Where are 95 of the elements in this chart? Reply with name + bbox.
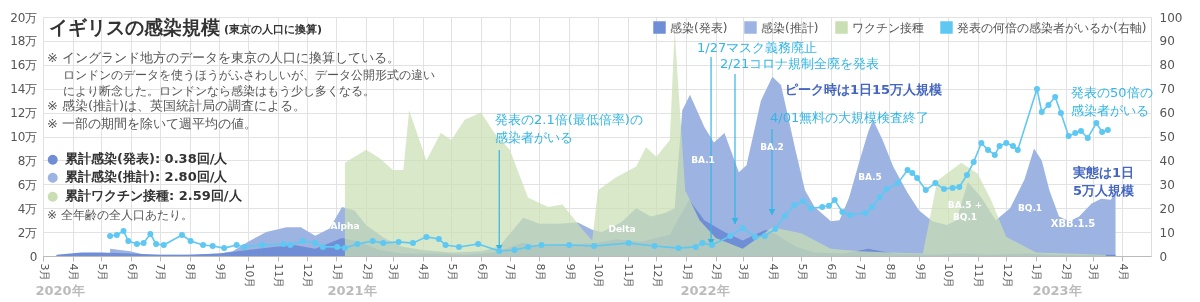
y2-tick-label: 30 [1159, 177, 1175, 192]
annotation: 5万人規模 [1073, 183, 1135, 198]
x-tick-label: 9月 [213, 263, 227, 282]
y-tick-label: 14万 [10, 82, 38, 97]
y2-tick-label: 10 [1159, 225, 1175, 240]
x-tick-label: 6月 [475, 263, 489, 282]
annotation: BQ.1 [952, 212, 978, 222]
annotation: ※ 感染(推計)は、英国統計局の調査による。 [47, 98, 307, 113]
x-tick-label: 5月 [95, 263, 109, 282]
x-tick-label: 9月 [913, 263, 927, 282]
annotation: ピーク時は1日15万人規模 [785, 82, 943, 97]
annotation: ※ 全年齢の全人口あたり。 [47, 208, 193, 222]
y-tick-label: 18万 [10, 34, 38, 49]
y-tick-label: 20万 [10, 10, 38, 25]
y-tick-label: 16万 [10, 58, 38, 73]
annotation: ※ イングランド地方のデータを東京の人口に換算している。 [47, 50, 401, 65]
x-tick-label: 2月 [1060, 263, 1074, 282]
legend-label: 感染(推計) [761, 20, 819, 35]
text: 2023年 [1032, 283, 1082, 298]
x-tick-label: 3月 [1087, 263, 1101, 282]
legend-label: ワクチン接種 [852, 20, 924, 35]
y2-tick-label: 50 [1159, 130, 1175, 144]
x-tick-label: 8月 [883, 263, 897, 282]
x-tick-label: 1月 [330, 263, 344, 282]
annotation: ロンドンのデータを使うほうがふさわしいが、データ公開形式の違い [63, 68, 435, 82]
annotation: 2/21コロナ規制全廃を発表 [720, 56, 880, 71]
x-tick-label: 7月 [854, 263, 868, 282]
y2-tick-label: 20 [1159, 201, 1175, 216]
legend-label: 発表の何倍の感染者がいるか(右軸) [957, 20, 1147, 35]
annotation: ● 累計感染(推計): 2.80回/人 [47, 169, 229, 184]
y2-tick-label: 90 [1159, 34, 1175, 49]
x-tick-label: 2月 [360, 263, 374, 282]
annotation: BA.5 [858, 172, 882, 182]
text: 2021年 [327, 283, 377, 298]
y2-tick-label: 70 [1159, 82, 1175, 97]
annotation: 発表の50倍の [1071, 85, 1153, 100]
x-tick-label: 5月 [445, 263, 459, 282]
annotation: Alpha [330, 221, 360, 231]
annotation: XBB.1.5 [1050, 218, 1096, 229]
x-tick-label: 8月 [184, 263, 198, 282]
x-tick-label: 7月 [504, 263, 518, 282]
x-tick-label: 9月 [563, 263, 577, 282]
annotation: Delta [608, 224, 636, 234]
annotation: ※ 一部の期間を除いて週平均の値。 [47, 116, 258, 131]
y-tick-label: 10万 [10, 130, 38, 144]
text: 2020年 [35, 283, 85, 298]
x-tick-label: 3月 [387, 263, 401, 282]
annotation: ● 累計ワクチン接種: 2.59回/人 [47, 188, 243, 203]
y2-tick-label: 60 [1159, 106, 1175, 121]
chart-title: イギリスの感染規模 [49, 16, 220, 38]
x-tick-label: 3月 [37, 263, 51, 282]
x-tick-label: 1月 [1030, 263, 1044, 282]
annotation: 感染者がいる [1071, 103, 1149, 118]
y-tick-label: 6万 [17, 177, 38, 192]
annotation: 発表の2.1倍(最低倍率)の [495, 112, 643, 127]
x-tick-label: 4月 [67, 263, 81, 282]
x-tick-label: 6月 [125, 263, 139, 282]
x-tick-label: 6月 [825, 263, 839, 282]
y2-tick-label: 40 [1159, 153, 1175, 168]
text: (東京の人口に換算) [224, 23, 323, 36]
x-tick-label: 3月 [737, 263, 751, 282]
annotation: により断念した。ロンドンなら感染はもう少し多くなる。 [63, 84, 375, 98]
y2-tick-label: 100 [1159, 10, 1183, 25]
y-tick-label: 0 [29, 249, 38, 264]
x-tick-label: 11月 [622, 263, 636, 289]
y-tick-label: 4万 [17, 201, 38, 216]
y-tick-label: 12万 [10, 106, 38, 121]
x-tick-label: 4月 [1116, 263, 1130, 282]
annotation: ● 累計感染(発表): 0.38回/人 [47, 151, 229, 166]
annotation: BA.5 + [947, 200, 983, 210]
x-tick-label: 2月 [710, 263, 724, 282]
x-tick-label: 12月 [1000, 263, 1014, 289]
y2-tick-label: 80 [1159, 58, 1175, 73]
annotation: 1/27マスク義務廃止 [697, 40, 818, 55]
x-tick-label: 7月 [154, 263, 168, 282]
text: 2022年 [680, 283, 730, 298]
legend-label: 感染(発表) [670, 20, 728, 35]
x-tick-label: 11月 [272, 263, 286, 289]
x-tick-label: 4月 [766, 263, 780, 282]
x-tick-label: 10月 [242, 263, 256, 289]
x-tick-label: 12月 [650, 263, 664, 289]
x-tick-label: 11月 [972, 263, 986, 289]
annotation: 感染者がいる [495, 130, 573, 145]
y2-tick-label: 0 [1159, 249, 1168, 264]
y-tick-label: 8万 [17, 153, 38, 168]
x-tick-label: 10月 [942, 263, 956, 289]
y-tick-label: 2万 [17, 225, 38, 240]
x-tick-label: 12月 [301, 263, 315, 289]
x-tick-label: 4月 [417, 263, 431, 282]
x-tick-label: 10月 [592, 263, 606, 289]
x-tick-label: 1月 [680, 263, 694, 282]
x-tick-label: 8月 [533, 263, 547, 282]
x-tick-label: 5月 [795, 263, 809, 282]
annotation: 実態は1日 [1072, 165, 1135, 180]
annotation: BQ.1 [1017, 203, 1043, 213]
